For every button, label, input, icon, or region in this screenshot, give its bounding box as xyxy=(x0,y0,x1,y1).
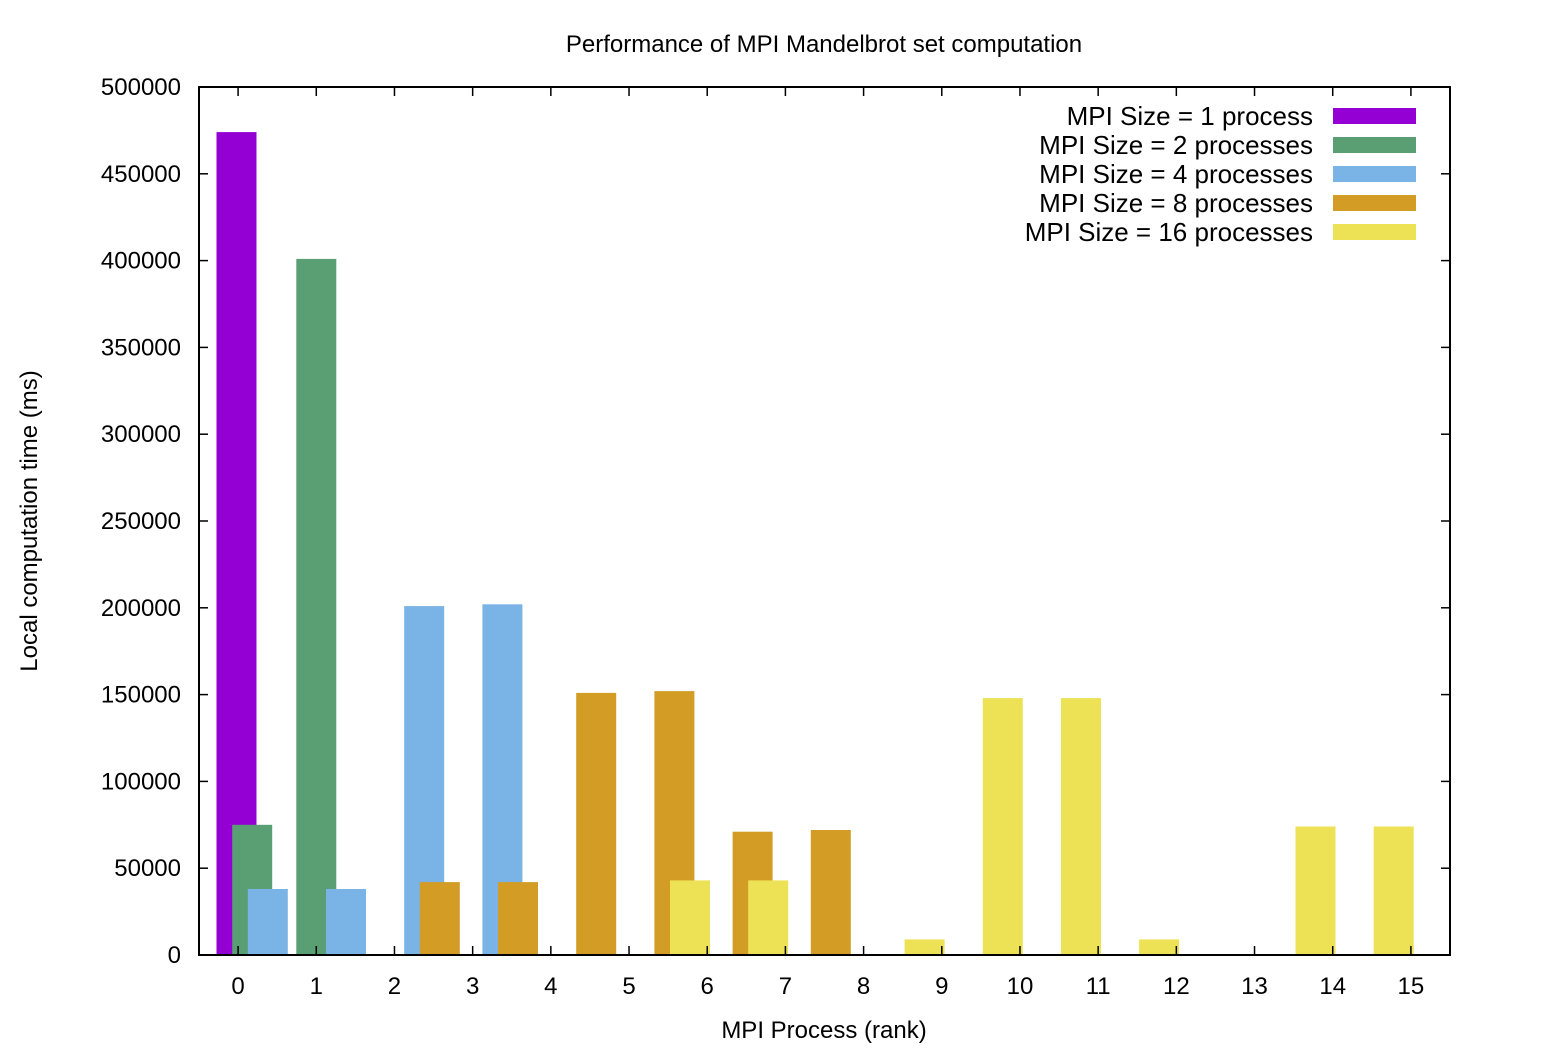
bar-series-4-point-6 xyxy=(810,830,851,955)
bar-series-2-point-2 xyxy=(296,258,337,955)
bar-series-5-point-1 xyxy=(670,880,710,955)
legend-label: MPI Size = 16 processes xyxy=(1025,217,1313,247)
x-tick-label: 3 xyxy=(466,973,479,1000)
x-tick-label: 14 xyxy=(1319,973,1346,1000)
y-tick-label: 50000 xyxy=(114,855,181,882)
labels-layer: 0500001000001500002000002500003000003500… xyxy=(101,74,1424,1000)
bar-series-5-point-7 xyxy=(1295,826,1336,955)
y-tick-label: 400000 xyxy=(101,248,181,275)
x-tick-label: 13 xyxy=(1241,973,1268,1000)
x-tick-label: 4 xyxy=(544,973,557,1000)
x-tick-label: 1 xyxy=(310,973,323,1000)
x-tick-label: 8 xyxy=(857,973,870,1000)
y-tick-label: 300000 xyxy=(101,421,181,448)
chart-title: Performance of MPI Mandelbrot set comput… xyxy=(566,31,1082,58)
bar-series-5-point-2 xyxy=(748,880,789,955)
y-tick-label: 150000 xyxy=(101,682,181,709)
bar-series-5-point-8 xyxy=(1373,826,1414,955)
bars-layer xyxy=(216,132,1414,956)
bar-series-5-point-6 xyxy=(1139,939,1180,955)
x-tick-label: 15 xyxy=(1398,973,1425,1000)
ticks-layer xyxy=(199,86,1450,956)
x-tick-label: 5 xyxy=(622,973,635,1000)
bar-series-5-point-3 xyxy=(904,939,945,955)
x-tick-label: 11 xyxy=(1086,973,1111,1000)
legend-swatch xyxy=(1333,195,1416,211)
y-tick-label: 100000 xyxy=(101,768,181,795)
legend-swatch xyxy=(1333,137,1416,153)
bar-series-1-point-1 xyxy=(216,132,257,956)
bar-series-4-point-1 xyxy=(419,882,460,955)
legend-swatch xyxy=(1333,166,1416,182)
x-tick-label: 12 xyxy=(1163,973,1190,1000)
y-tick-label: 0 xyxy=(168,942,181,969)
x-axis-label: MPI Process (rank) xyxy=(721,1017,926,1044)
y-tick-label: 350000 xyxy=(101,334,181,361)
y-axis-label: Local computation time (ms) xyxy=(16,370,43,671)
legend-swatch xyxy=(1333,108,1416,124)
bar-series-4-point-2 xyxy=(498,882,538,955)
x-tick-label: 10 xyxy=(1007,973,1034,1000)
bar-series-3-point-1 xyxy=(247,889,288,955)
legend-label: MPI Size = 4 processes xyxy=(1039,159,1313,189)
y-tick-label: 250000 xyxy=(101,508,181,535)
legend-swatch xyxy=(1333,224,1416,240)
y-tick-label: 450000 xyxy=(101,161,181,188)
x-tick-label: 6 xyxy=(701,973,714,1000)
x-tick-label: 0 xyxy=(231,973,244,1000)
bar-series-5-point-4 xyxy=(982,698,1023,955)
bar-series-3-point-2 xyxy=(326,889,366,955)
bar-series-5-point-5 xyxy=(1061,698,1101,955)
y-tick-label: 500000 xyxy=(101,74,181,101)
legend-label: MPI Size = 8 processes xyxy=(1039,188,1313,218)
y-tick-label: 200000 xyxy=(101,595,181,622)
legend-label: MPI Size = 1 process xyxy=(1067,101,1313,131)
x-tick-label: 9 xyxy=(935,973,948,1000)
bar-series-4-point-3 xyxy=(576,692,617,955)
x-tick-label: 2 xyxy=(388,973,401,1000)
x-tick-label: 7 xyxy=(779,973,792,1000)
legend-label: MPI Size = 2 processes xyxy=(1039,130,1313,160)
